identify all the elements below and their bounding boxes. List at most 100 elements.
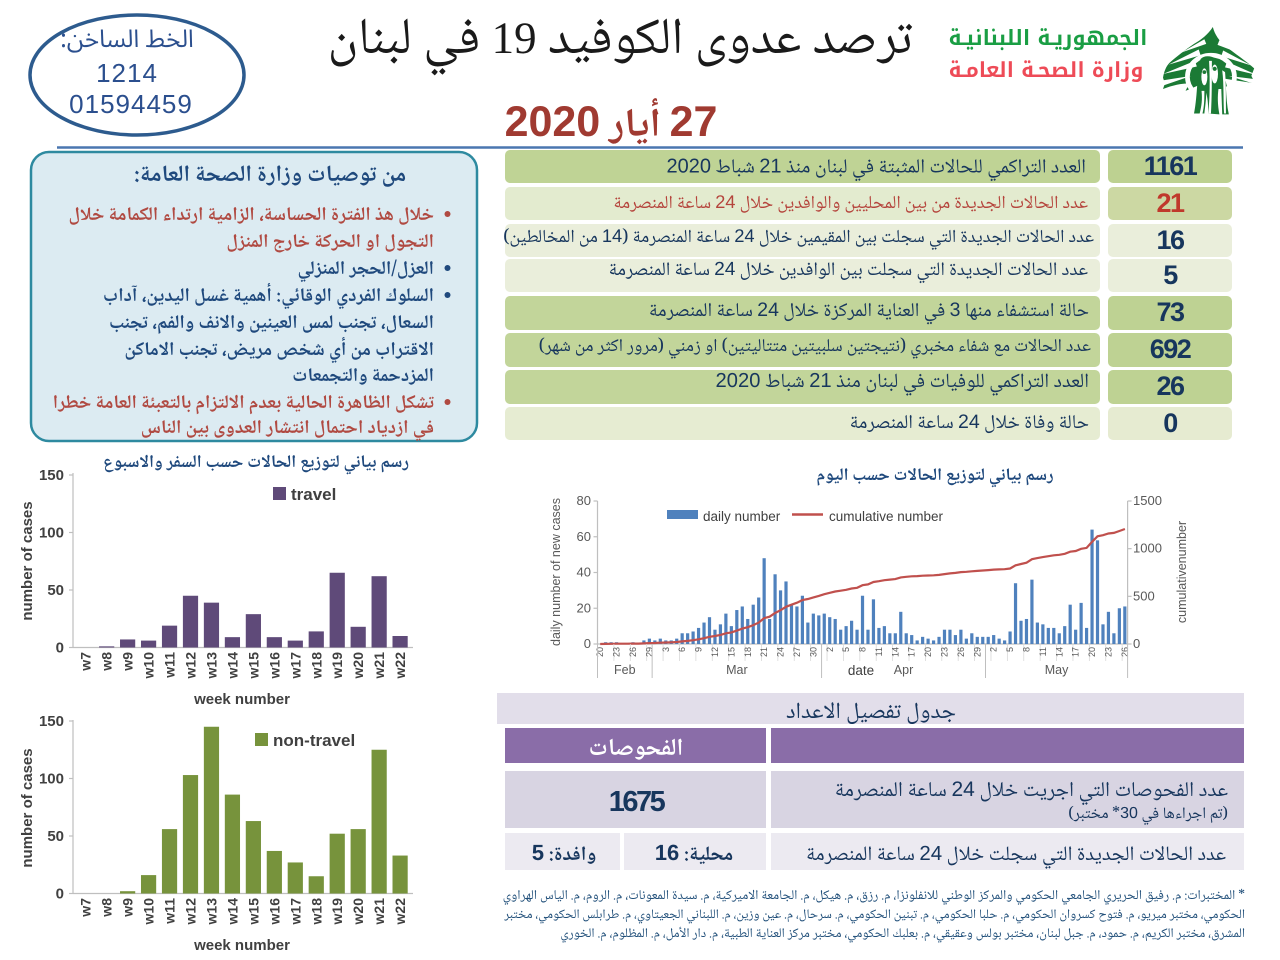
svg-text:29: 29 xyxy=(972,647,982,657)
svg-text:daily number of new cases: daily number of new cases xyxy=(549,498,563,646)
svg-text:1000: 1000 xyxy=(1133,541,1162,556)
svg-text:3: 3 xyxy=(661,647,671,652)
svg-text:8: 8 xyxy=(1022,647,1032,652)
svg-text:27: 27 xyxy=(792,647,802,657)
svg-text:w12: w12 xyxy=(183,652,199,680)
svg-text:0: 0 xyxy=(56,640,64,657)
svg-text:cumulativenumber: cumulativenumber xyxy=(1175,521,1189,623)
svg-text:50: 50 xyxy=(47,828,64,845)
svg-text:18: 18 xyxy=(743,647,753,657)
svg-text:w22: w22 xyxy=(392,652,408,680)
svg-text:w18: w18 xyxy=(308,652,324,680)
svg-text:date: date xyxy=(848,663,874,678)
svg-text:01594459: 01594459 xyxy=(69,89,193,119)
svg-text:50: 50 xyxy=(47,582,64,599)
svg-text:w14: w14 xyxy=(224,652,240,680)
svg-text:week number: week number xyxy=(193,937,290,954)
svg-text:w19: w19 xyxy=(329,652,345,680)
svg-text:20: 20 xyxy=(577,600,591,615)
svg-text:150: 150 xyxy=(39,713,64,730)
svg-text:6: 6 xyxy=(677,647,687,652)
svg-text:0: 0 xyxy=(56,886,64,903)
svg-text:w20: w20 xyxy=(350,652,366,680)
svg-text:5: 5 xyxy=(1005,647,1015,652)
svg-text:w22: w22 xyxy=(392,898,408,926)
svg-text:30: 30 xyxy=(808,647,818,657)
svg-text:week number: week number xyxy=(193,691,290,708)
svg-text:w8: w8 xyxy=(99,652,115,672)
svg-text:w18: w18 xyxy=(308,898,324,926)
svg-text:21: 21 xyxy=(1156,188,1185,218)
svg-text:cumulative number: cumulative number xyxy=(829,509,944,524)
svg-text:73: 73 xyxy=(1156,297,1185,327)
svg-text:Apr: Apr xyxy=(894,663,913,677)
svg-text:w11: w11 xyxy=(162,652,178,679)
svg-text:w12: w12 xyxy=(183,898,199,926)
svg-text:w9: w9 xyxy=(120,898,136,918)
svg-text:Mar: Mar xyxy=(726,663,748,677)
svg-text:number of cases: number of cases xyxy=(19,748,36,867)
svg-text:24: 24 xyxy=(776,647,786,657)
svg-text:daily number: daily number xyxy=(703,509,781,524)
svg-text:40: 40 xyxy=(577,565,591,580)
svg-text:5: 5 xyxy=(1163,260,1178,290)
svg-text:20: 20 xyxy=(923,647,933,657)
svg-text:1500: 1500 xyxy=(1133,493,1162,508)
svg-text:w17: w17 xyxy=(287,652,303,680)
svg-text:May: May xyxy=(1045,663,1069,677)
svg-text:w13: w13 xyxy=(204,652,220,680)
svg-text:14: 14 xyxy=(890,647,900,657)
svg-text:w16: w16 xyxy=(266,898,282,926)
svg-text:0: 0 xyxy=(1163,408,1177,438)
svg-text:w17: w17 xyxy=(287,898,303,926)
svg-text:21: 21 xyxy=(759,647,769,657)
svg-text:w21: w21 xyxy=(371,652,387,680)
svg-text:1161: 1161 xyxy=(1144,151,1198,181)
svg-text:20: 20 xyxy=(595,647,605,657)
svg-text:60: 60 xyxy=(577,529,591,544)
svg-text:11: 11 xyxy=(874,647,884,656)
svg-text:w15: w15 xyxy=(245,652,261,680)
svg-text:26: 26 xyxy=(1156,371,1185,401)
svg-text:w10: w10 xyxy=(141,652,157,680)
svg-text:26: 26 xyxy=(628,647,638,657)
svg-text:w8: w8 xyxy=(99,898,115,918)
svg-text:0: 0 xyxy=(1133,636,1140,651)
svg-text:number of cases: number of cases xyxy=(19,501,36,620)
svg-text:17: 17 xyxy=(1071,647,1081,657)
svg-text:15: 15 xyxy=(726,647,736,657)
svg-text:12: 12 xyxy=(710,647,720,657)
svg-text:w19: w19 xyxy=(329,898,345,926)
svg-text:1675: 1675 xyxy=(609,786,666,818)
svg-text:w16: w16 xyxy=(266,652,282,680)
svg-text:23: 23 xyxy=(1104,647,1114,657)
svg-text:Feb: Feb xyxy=(614,663,636,677)
svg-text:11: 11 xyxy=(1038,647,1048,656)
svg-text:0: 0 xyxy=(584,636,591,651)
svg-text:150: 150 xyxy=(39,467,64,484)
svg-text:w15: w15 xyxy=(245,898,261,926)
svg-text:w13: w13 xyxy=(204,898,220,926)
svg-text:1214: 1214 xyxy=(96,58,158,88)
svg-text:100: 100 xyxy=(39,771,64,788)
svg-text:29: 29 xyxy=(644,647,654,657)
svg-text:w14: w14 xyxy=(224,898,240,926)
svg-text:w7: w7 xyxy=(78,898,94,918)
svg-text:5: 5 xyxy=(841,647,851,652)
svg-text:23: 23 xyxy=(612,647,622,657)
svg-text:w21: w21 xyxy=(371,898,387,926)
svg-text:14: 14 xyxy=(1054,647,1064,657)
svg-text:w10: w10 xyxy=(141,898,157,926)
svg-text:w7: w7 xyxy=(78,652,94,672)
svg-text:17: 17 xyxy=(907,647,917,657)
svg-text:692: 692 xyxy=(1150,334,1191,364)
svg-text:16: 16 xyxy=(1156,225,1185,255)
svg-text:500: 500 xyxy=(1133,588,1155,603)
svg-text:26: 26 xyxy=(956,647,966,657)
svg-text:8: 8 xyxy=(858,647,868,652)
svg-text:80: 80 xyxy=(577,493,591,508)
svg-text:w9: w9 xyxy=(120,652,136,672)
svg-text:travel: travel xyxy=(291,485,336,504)
svg-text:2: 2 xyxy=(825,647,835,652)
svg-text:w11: w11 xyxy=(162,898,178,925)
